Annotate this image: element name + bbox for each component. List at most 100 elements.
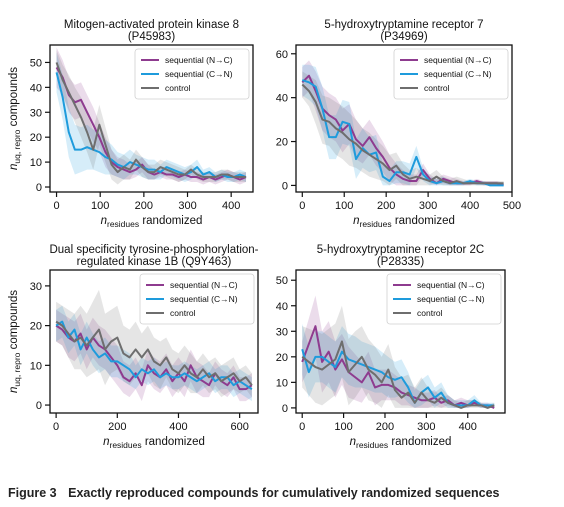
- figure-caption: Figure 3 Exactly reproduced compounds fo…: [8, 486, 499, 500]
- x-tick-label: 300: [417, 421, 435, 433]
- y-tick-label: 60: [276, 49, 288, 61]
- legend-label-sequential_nc: sequential (N→C): [417, 280, 485, 290]
- x-tick-label: 0: [299, 200, 305, 212]
- chart-title-line-2: (P34969): [380, 31, 427, 43]
- y-tick-label: 0: [36, 182, 42, 194]
- x-axis-label: nresidues randomized: [103, 436, 205, 450]
- x-tick-label: 100: [91, 200, 109, 212]
- y-tick-label: 10: [30, 157, 42, 169]
- y-tick-label: 40: [30, 82, 42, 94]
- chart-panel-2: 0 100 200 300 400 500 0 20 40 60 5-hydroxytryptami…: [276, 19, 521, 229]
- x-axis-label-text: randomized: [139, 215, 202, 227]
- x-tick-label: 600: [230, 421, 248, 433]
- y-tick-label: 10: [276, 377, 288, 389]
- chart-title-line-1: Dual specificity tyrosine-phosphorylatio…: [49, 244, 258, 256]
- x-axis-label-text: randomized: [142, 436, 205, 448]
- line-control: [55, 62, 247, 179]
- x-tick-label: 500: [503, 200, 521, 212]
- y-tick-label: 40: [276, 301, 288, 313]
- line-sequential_cn: [301, 348, 495, 407]
- y-tick-label: 0: [36, 400, 42, 412]
- band-control: [302, 305, 495, 408]
- band-sequential_cn: [302, 64, 504, 186]
- y-tick-label: 20: [276, 137, 288, 149]
- y-tick-label: 30: [276, 326, 288, 338]
- legend-label-sequential_nc: sequential (N→C): [424, 55, 492, 65]
- y-axis-label-text: compounds: [8, 67, 20, 130]
- x-tick-label: 400: [169, 421, 187, 433]
- x-axis-label-subscript: residues: [109, 440, 141, 450]
- y-tick-label: 50: [30, 57, 42, 69]
- band-control: [302, 71, 504, 186]
- x-axis-label-subscript: residues: [107, 219, 139, 229]
- legend: sequential (N→C) sequential (C→N) control: [386, 273, 502, 325]
- x-tick-label: 400: [222, 200, 240, 212]
- x-tick-label: 200: [135, 200, 153, 212]
- y-tick-label: 20: [30, 321, 42, 333]
- y-tick-label: 0: [282, 180, 288, 192]
- legend: sequential (N→C) sequential (C→N) control: [139, 273, 255, 325]
- line-control: [301, 83, 504, 185]
- x-axis-label-symbol: n: [101, 215, 107, 227]
- x-tick-label: 400: [459, 421, 477, 433]
- x-axis-label-symbol: n: [350, 436, 356, 448]
- legend-label-sequential_nc: sequential (N→C): [170, 280, 238, 290]
- axes-frame: [295, 44, 513, 193]
- y-tick-label: 30: [30, 281, 42, 293]
- axes-frame: [49, 269, 259, 414]
- axes-frame: [49, 44, 254, 193]
- axes-frame: [295, 269, 506, 414]
- line-sequential_nc: [55, 66, 247, 181]
- legend: sequential (N→C) sequential (C→N) control: [393, 48, 509, 100]
- legend-box: [393, 48, 509, 100]
- chart-title-line-2: regulated kinase 1B (Q9Y463): [77, 256, 232, 268]
- x-axis-label-subscript: residues: [356, 440, 388, 450]
- legend-label-sequential_cn: sequential (C→N): [424, 69, 492, 79]
- legend-label-control: control: [424, 83, 450, 93]
- line-control: [55, 320, 253, 386]
- x-axis-label-symbol: n: [103, 436, 109, 448]
- y-tick-label: 30: [30, 107, 42, 119]
- x-axis-label-text: randomized: [392, 215, 455, 227]
- chart-panel-3: 0 200 400 600 0 10 20 30 Dual specificity tyrosi…: [8, 244, 259, 450]
- y-axis-label-text: compounds: [8, 290, 20, 353]
- chart-title-line-1: Mitogen-activated protein kinase 8: [64, 19, 239, 31]
- x-tick-label: 400: [461, 200, 479, 212]
- caption-text: Exactly reproduced compounds for cumulat…: [68, 486, 500, 500]
- x-tick-label: 200: [376, 421, 394, 433]
- y-axis-label: nuq, repro compounds: [8, 290, 22, 393]
- line-control: [301, 340, 495, 409]
- caption-label: Figure 3: [8, 486, 57, 500]
- x-axis-label-symbol: n: [353, 215, 359, 227]
- y-axis-label-symbol: n: [8, 387, 20, 393]
- y-axis-label-subscript: uq, repro: [12, 129, 22, 163]
- chart-title-line-1: 5-hydroxytryptamine receptor 7: [324, 19, 483, 31]
- legend-label-control: control: [170, 308, 196, 318]
- x-tick-label: 300: [419, 200, 437, 212]
- legend-label-control: control: [165, 83, 191, 93]
- chart-panel-4: 0 100 200 300 400 0 10 20 30 40 50 5-hydroxytryptam…: [276, 244, 506, 450]
- band-sequential_nc: [302, 295, 495, 408]
- chart-title-line-2: (P45983): [128, 31, 175, 43]
- y-tick-label: 50: [276, 275, 288, 287]
- legend-box: [134, 48, 250, 100]
- legend: sequential (N→C) sequential (C→N) control: [134, 48, 250, 100]
- y-axis-label: nuq, repro compounds: [8, 67, 22, 170]
- x-tick-label: 0: [53, 200, 59, 212]
- legend-box: [386, 273, 502, 325]
- y-tick-label: 10: [30, 360, 42, 372]
- chart-panel-1: 0 100 200 300 400 0 10 20 30 40 50 Mitogen-activate…: [8, 19, 254, 229]
- chart-title-line-2: (P28335): [377, 256, 424, 268]
- x-tick-label: 200: [377, 200, 395, 212]
- legend-label-sequential_nc: sequential (N→C): [165, 55, 233, 65]
- x-axis-label-subscript: residues: [359, 219, 391, 229]
- x-axis-label-text: randomized: [388, 436, 451, 448]
- y-tick-label: 40: [276, 93, 288, 105]
- x-tick-label: 200: [108, 421, 126, 433]
- x-axis-label: nresidues randomized: [101, 215, 203, 229]
- x-axis-label: nresidues randomized: [353, 215, 455, 229]
- y-tick-label: 0: [282, 403, 288, 415]
- y-axis-label-symbol: n: [8, 164, 20, 170]
- line-sequential_cn: [301, 79, 504, 187]
